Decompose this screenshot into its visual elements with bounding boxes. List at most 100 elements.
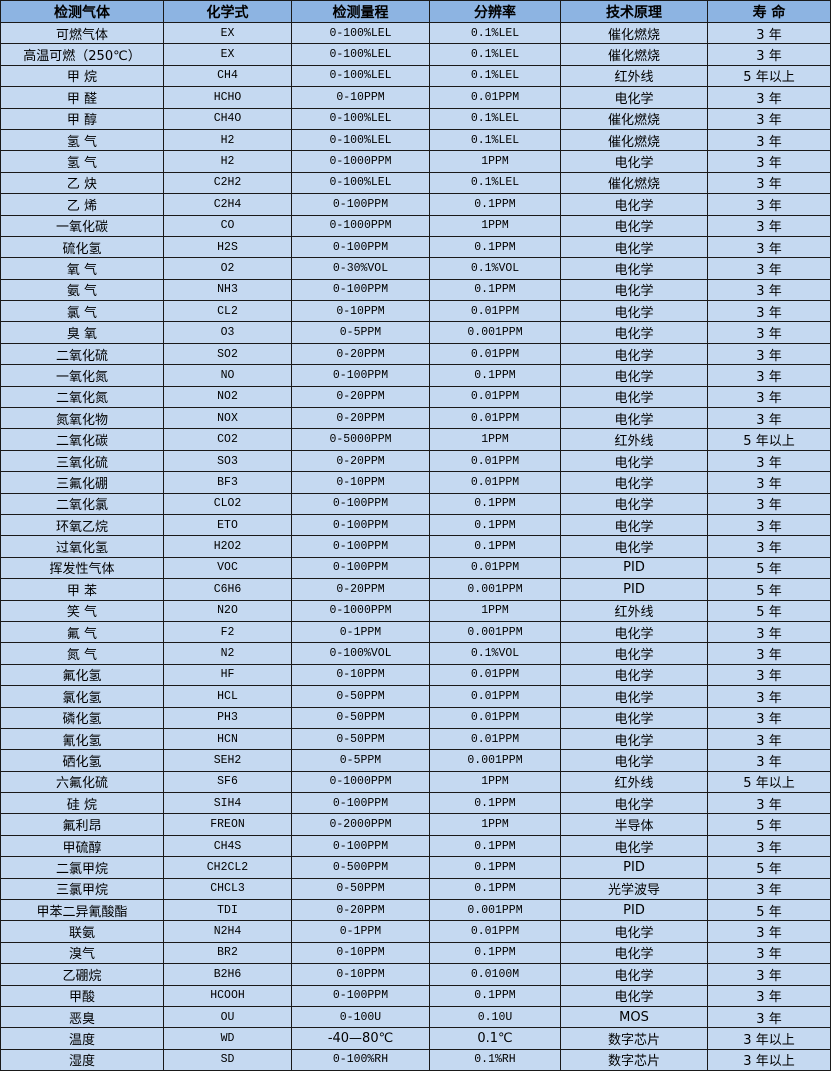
- cell-lifespan: 3 年: [707, 235, 831, 259]
- cell-gas: 二氧化氯: [0, 492, 164, 515]
- cell-range: 0-100%LEL: [291, 21, 430, 45]
- cell-gas: 恶臭: [0, 1005, 164, 1029]
- cell-gas: 甲 醇: [0, 107, 164, 130]
- cell-gas: 高温可燃（250℃）: [0, 43, 164, 66]
- cell-lifespan: 3 年: [707, 300, 831, 323]
- cell-principle: 光学波导: [560, 877, 708, 901]
- cell-lifespan: 3 年: [707, 471, 831, 494]
- table-row: 一氧化氮 NO 0-100PPM 0.1PPM 电化学 3 年: [0, 364, 831, 387]
- cell-resolution: 0.1PPM: [429, 877, 561, 901]
- cell-gas: 乙 炔: [0, 171, 164, 195]
- cell-lifespan: 3 年: [707, 920, 831, 943]
- cell-principle: 电化学: [560, 193, 708, 216]
- table-header: 检测气体 化学式 检测量程 分辨率 技术原理 寿 命: [0, 0, 831, 23]
- cell-formula: CH4S: [163, 834, 292, 858]
- cell-formula: SO3: [163, 449, 292, 473]
- cell-gas: 氮 气: [0, 642, 164, 665]
- cell-formula: HF: [163, 663, 292, 687]
- cell-range: 0-50PPM: [291, 685, 430, 708]
- table-row: 甲 苯 C6H6 0-20PPM 0.001PPM PID 5 年: [0, 578, 831, 601]
- cell-gas: 笑 气: [0, 599, 164, 622]
- cell-lifespan: 3 年: [707, 663, 831, 687]
- cell-range: 0-1000PPM: [291, 214, 430, 237]
- cell-gas: 溴气: [0, 941, 164, 965]
- cell-lifespan: 3 年: [707, 535, 831, 558]
- cell-range: 0-100PPM: [291, 492, 430, 515]
- cell-range: 0-100%LEL: [291, 43, 430, 66]
- cell-resolution: 0.1%VOL: [429, 642, 561, 665]
- cell-gas: 一氧化碳: [0, 214, 164, 237]
- cell-resolution: 0.1PPM: [429, 834, 561, 858]
- cell-principle: 电化学: [560, 920, 708, 943]
- cell-formula: N2O: [163, 599, 292, 622]
- cell-range: 0-10PPM: [291, 941, 430, 965]
- cell-resolution: 0.1PPM: [429, 193, 561, 216]
- table-row: 环氧乙烷 ETO 0-100PPM 0.1PPM 电化学 3 年: [0, 513, 831, 537]
- cell-range: 0-20PPM: [291, 342, 430, 366]
- cell-principle: 红外线: [560, 64, 708, 88]
- cell-range: 0-100PPM: [291, 193, 430, 216]
- cell-resolution: 0.10U: [429, 1005, 561, 1029]
- cell-resolution: 0.1PPM: [429, 364, 561, 387]
- cell-resolution: 0.001PPM: [429, 321, 561, 344]
- cell-range: 0-50PPM: [291, 727, 430, 751]
- table-row: 甲 醛 HCHO 0-10PPM 0.01PPM 电化学 3 年: [0, 86, 831, 109]
- table-row: 氨 气 NH3 0-100PPM 0.1PPM 电化学 3 年: [0, 278, 831, 302]
- cell-resolution: 0.001PPM: [429, 620, 561, 644]
- cell-gas: 三氧化硫: [0, 449, 164, 473]
- cell-resolution: 1PPM: [429, 214, 561, 237]
- cell-principle: 电化学: [560, 257, 708, 280]
- cell-range: -40—80℃: [291, 1027, 430, 1050]
- cell-gas: 一氧化氮: [0, 364, 164, 387]
- cell-lifespan: 3 年: [707, 321, 831, 344]
- cell-formula: EX: [163, 43, 292, 66]
- table-row: 湿度 SD 0-100%RH 0.1%RH 数字芯片 3 年以上: [0, 1048, 831, 1072]
- cell-resolution: 1PPM: [429, 428, 561, 451]
- cell-principle: 红外线: [560, 599, 708, 622]
- cell-gas: 六氟化硫: [0, 770, 164, 794]
- cell-lifespan: 3 年: [707, 193, 831, 216]
- header-lifespan: 寿 命: [707, 0, 831, 23]
- cell-formula: H2O2: [163, 535, 292, 558]
- cell-lifespan: 3 年: [707, 492, 831, 515]
- cell-range: 0-100PPM: [291, 984, 430, 1007]
- cell-range: 0-1000PPM: [291, 770, 430, 794]
- cell-principle: 数字芯片: [560, 1027, 708, 1050]
- cell-principle: 红外线: [560, 428, 708, 451]
- cell-range: 0-100PPM: [291, 278, 430, 302]
- cell-principle: 电化学: [560, 300, 708, 323]
- cell-resolution: 0.1%LEL: [429, 107, 561, 130]
- cell-lifespan: 3 年: [707, 984, 831, 1007]
- cell-resolution: 0.01PPM: [429, 920, 561, 943]
- cell-lifespan: 3 年: [707, 513, 831, 537]
- cell-principle: 电化学: [560, 235, 708, 259]
- cell-gas: 甲 醛: [0, 86, 164, 109]
- cell-formula: SIH4: [163, 792, 292, 815]
- cell-resolution: 0.0100M: [429, 963, 561, 986]
- cell-lifespan: 3 年: [707, 642, 831, 665]
- table-row: 氢 气 H2 0-1000PPM 1PPM 电化学 3 年: [0, 150, 831, 173]
- cell-principle: 红外线: [560, 770, 708, 794]
- cell-lifespan: 3 年以上: [707, 1048, 831, 1072]
- cell-range: 0-20PPM: [291, 385, 430, 409]
- cell-resolution: 0.1PPM: [429, 513, 561, 537]
- cell-lifespan: 3 年: [707, 749, 831, 772]
- cell-formula: O2: [163, 257, 292, 280]
- table-row: 氟化氢 HF 0-10PPM 0.01PPM 电化学 3 年: [0, 663, 831, 687]
- cell-resolution: 0.1PPM: [429, 235, 561, 259]
- cell-formula: SF6: [163, 770, 292, 794]
- cell-gas: 温度: [0, 1027, 164, 1050]
- cell-lifespan: 5 年以上: [707, 64, 831, 88]
- cell-range: 0-20PPM: [291, 578, 430, 601]
- header-resolution: 分辨率: [429, 0, 561, 23]
- cell-resolution: 0.01PPM: [429, 385, 561, 409]
- cell-principle: 电化学: [560, 385, 708, 409]
- cell-principle: 电化学: [560, 214, 708, 237]
- cell-resolution: 0.1%LEL: [429, 43, 561, 66]
- cell-range: 0-10PPM: [291, 963, 430, 986]
- cell-range: 0-5PPM: [291, 749, 430, 772]
- cell-principle: 电化学: [560, 150, 708, 173]
- table-row: 氯 气 CL2 0-10PPM 0.01PPM 电化学 3 年: [0, 300, 831, 323]
- cell-range: 0-5PPM: [291, 321, 430, 344]
- cell-principle: 电化学: [560, 642, 708, 665]
